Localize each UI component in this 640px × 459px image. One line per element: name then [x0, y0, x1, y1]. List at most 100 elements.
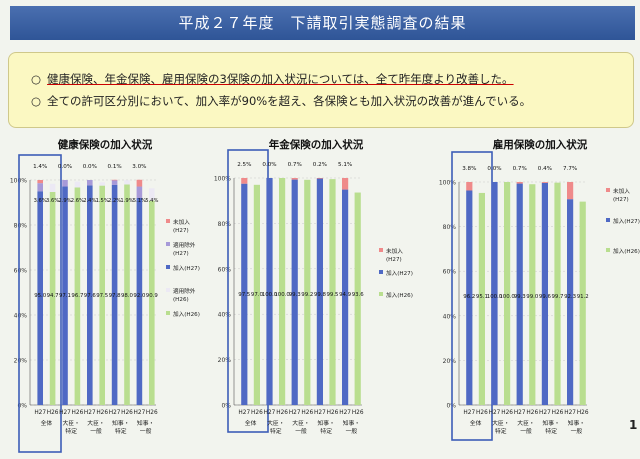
legend-label: 適用除外: [173, 241, 196, 249]
bar-segment: [111, 184, 118, 405]
bar-segment: [354, 192, 361, 405]
y-tick-label: 80%: [218, 221, 232, 228]
bar-segment: [516, 182, 523, 184]
legend-label: (H26): [173, 297, 189, 303]
group-label: 大臣・: [62, 419, 79, 427]
legend-label: (H27): [386, 257, 402, 263]
pct-label-top: 0.2%: [313, 162, 327, 168]
pct-label-top: 1.4%: [33, 164, 47, 170]
group-label: 全体: [245, 419, 257, 427]
x-tick-label: H27: [264, 410, 276, 416]
x-tick-label: H26: [121, 410, 133, 416]
legend-swatch: [379, 248, 383, 252]
y-tick-label: 40%: [14, 313, 28, 320]
bar-segment: [99, 185, 105, 405]
legend-label: 未加入: [173, 218, 190, 226]
x-tick-label: H27: [314, 410, 326, 416]
group-label: 知事・: [568, 419, 585, 427]
bar-mid-label: 2.2%: [108, 198, 121, 204]
bar-value-label: 99.7: [551, 294, 563, 300]
x-tick-label: H26: [47, 410, 59, 416]
chart-title: 健康保険の加入状況: [58, 138, 153, 151]
bar-segment: [466, 182, 473, 191]
legend-label: 加入(H26): [613, 247, 640, 255]
summary-text-1: 健康保険、年金保険、雇用保険の3保険の加入状況については、全て昨年度より改善した…: [47, 72, 514, 86]
bar-segment: [49, 183, 56, 192]
bar-segment: [87, 185, 93, 405]
group-label: 全体: [470, 419, 482, 427]
legend-label: (H27): [173, 228, 189, 234]
x-tick-label: H26: [501, 410, 513, 416]
y-tick-label: 100%: [214, 176, 231, 183]
x-tick-label: H26: [476, 410, 488, 416]
bar-mid-label: 3.6%: [46, 198, 59, 204]
x-tick-label: H27: [514, 410, 526, 416]
bar-segment: [74, 187, 81, 405]
bar-segment: [136, 198, 143, 405]
legend-label: (H27): [173, 251, 189, 257]
summary-line-2: ○ 全ての許可区分別において、加入率が90%を超え、各保険とも加入状況の改善が進ん…: [31, 93, 531, 109]
legend-swatch: [606, 248, 610, 252]
bar-segment: [516, 183, 523, 405]
x-tick-label: H26: [301, 410, 313, 416]
y-tick-label: 80%: [14, 223, 28, 230]
legend-swatch: [379, 292, 383, 296]
summary-box: ○ 健康保険、年金保険、雇用保険の3保険の加入状況については、全て昨年度より改善し…: [8, 52, 634, 128]
group-label: 特定: [495, 427, 507, 435]
bar-value-label: 97.8: [109, 293, 122, 299]
legend-swatch: [606, 188, 610, 192]
group-label: 特定: [65, 427, 77, 435]
bar-segment: [124, 184, 130, 405]
group-label: 大臣・: [517, 419, 534, 427]
bar-segment: [304, 179, 311, 405]
bar-segment: [316, 178, 323, 405]
group-label: 大臣・: [292, 419, 309, 427]
bar-value-label: 99.6: [539, 294, 552, 300]
bar-value-label: 93.6: [352, 292, 365, 298]
bar-mid-label: 1.5%: [96, 198, 109, 204]
y-tick-label: 40%: [218, 312, 232, 319]
bar-value-label: 96.7: [71, 293, 83, 299]
bar-segment: [37, 183, 43, 192]
bar-segment: [241, 178, 248, 184]
group-label: 大臣・: [267, 419, 284, 427]
legend-label: 未加入: [613, 187, 630, 195]
bar-value-label: 95.1: [476, 294, 488, 300]
y-tick-label: 20%: [218, 357, 232, 364]
x-tick-label: H26: [72, 410, 84, 416]
y-tick-label: 20%: [14, 358, 28, 365]
bar-segment: [241, 183, 248, 405]
bar-value-label: 92.3: [564, 294, 576, 300]
bar-mid-label: 5.4%: [145, 198, 158, 204]
bar-segment: [37, 191, 43, 405]
x-tick-label: H26: [96, 410, 108, 416]
pct-label-top: 3.0%: [132, 164, 146, 170]
page-number: 1: [629, 418, 638, 432]
bar-value-label: 100.0: [487, 294, 503, 300]
pct-label-top: 7.7%: [563, 166, 577, 172]
x-tick-label: H27: [84, 410, 96, 416]
legend-label: 未加入: [386, 247, 403, 255]
bar-segment: [266, 178, 273, 405]
x-tick-label: H27: [539, 410, 551, 416]
bar-mid-label: 2.6%: [71, 198, 84, 204]
bar-segment: [554, 182, 561, 405]
bar-value-label: 99.3: [289, 292, 301, 298]
bar-value-label: 100.0: [499, 294, 515, 300]
pct-label-top: 0.4%: [538, 166, 552, 172]
y-tick-label: 20%: [443, 358, 457, 365]
bar-segment: [87, 180, 93, 186]
bar-segment: [567, 182, 574, 200]
legend-label: 適用除外: [173, 287, 196, 295]
legend-label: 加入(H27): [613, 217, 640, 225]
group-label: 知事・: [542, 419, 559, 427]
bar-segment: [111, 180, 118, 185]
bar-segment: [37, 180, 43, 184]
pct-label-top: 3.8%: [462, 166, 476, 172]
x-tick-label: H27: [59, 410, 71, 416]
y-tick-label: 0%: [221, 403, 231, 410]
group-label: 一般: [140, 427, 152, 435]
group-label: 一般: [90, 427, 102, 435]
bar-segment: [541, 182, 548, 405]
bar-value-label: 100.0: [274, 292, 290, 298]
